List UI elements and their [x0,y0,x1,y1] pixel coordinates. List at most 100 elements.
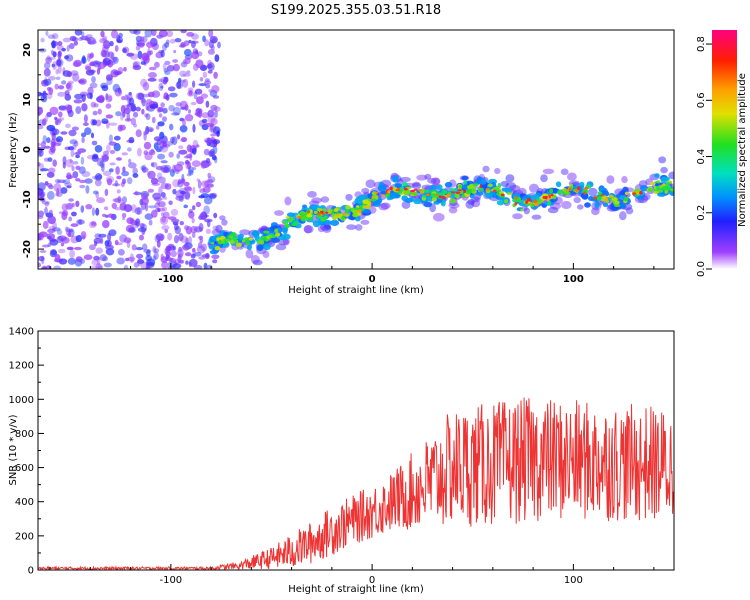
spectrogram-ridge-cell [211,229,222,236]
spectrogram-noise-cell [162,116,167,122]
spectrogram-noise-cell [195,201,202,208]
spectrogram-ridge-cell [263,236,267,240]
spectrogram-noise-cell [61,80,67,85]
spectrogram-ridge-cell [245,241,250,245]
spectrogram-noise-cell [61,47,66,52]
spectrogram-noise-cell [211,156,217,161]
spectrogram-noise-cell [56,187,60,197]
spectrogram-noise-cell [140,53,149,62]
spectrogram-noise-cell [157,176,166,184]
spectrogram-noise-cell [167,86,176,92]
spectrogram-ridge-cell [250,255,260,264]
spectrogram-ridge-cell [230,232,237,237]
spectrogram-noise-cell [161,192,166,198]
spectrogram-noise-cell [105,175,115,183]
spectrogram-noise-cell [180,178,185,185]
colorbar: 0.0 0.2 0.4 0.6 0.8 Normalized spectral ampl… [696,30,748,277]
spectrogram-noise-cell [56,229,63,236]
spectrogram-noise-cell [54,254,61,263]
spectrogram-ridge-cell [525,200,529,204]
spectrogram-noise-cell [122,48,127,53]
spectrogram-noise-cell [164,247,171,256]
spectrogram-noise-cell [79,179,86,184]
spectrogram-noise-cell [179,221,184,226]
spectrogram-noise-cell [145,113,151,121]
spectrogram-noise-cell [179,259,185,264]
spectrogram-noise-cell [73,140,79,147]
spectrogram-noise-cell [115,166,120,175]
spectrogram-ridge-cell [427,177,437,184]
spectrogram-noise-cell [152,246,157,253]
spectrogram-ridge-cell [381,194,386,197]
spectrogram-noise-cell [73,161,79,165]
spectrogram-ridge-cell [632,192,637,196]
spectrogram-noise-cell [144,30,153,38]
spectrogram-ridge-cell [455,191,461,194]
spectrogram-noise-cell [95,263,102,269]
spectrogram-noise-cell [160,212,165,217]
y-tick-label: 20 [22,43,33,57]
spectrogram-noise-cell [121,152,128,156]
spectrogram-noise-cell [212,145,218,155]
spectrogram-noise-cell [58,106,67,112]
spectrogram-ridge-cell [304,225,312,234]
spectrogram-noise-cell [155,165,164,171]
spectrogram-noise-cell [205,228,211,234]
spectrogram-noise-cell [44,145,51,149]
spectrogram-noise-cell [81,171,91,178]
spectrogram-ridge-cell [413,188,418,191]
spectrogram-noise-cell [149,103,159,109]
spectrogram-noise-cell [217,41,221,49]
spectrogram-noise-cell [153,251,159,260]
spectrogram-noise-cell [207,70,213,74]
spectrogram-noise-cell [85,66,92,71]
spectrogram-noise-cell [65,123,71,129]
spectrogram-ridge-cell [581,194,589,200]
spectrogram-noise-cell [101,213,107,218]
spectrogram-ridge-cell [461,175,469,181]
spectrogram-noise-cell [143,56,150,62]
spectrogram-noise-cell [145,265,150,269]
y-tick-label: -20 [22,240,33,258]
spectrogram-ridge-cell [431,197,437,202]
spectrogram-ridge-cell [274,228,279,233]
spectrogram-ridge-cell [346,224,357,230]
spectrogram-ridge-cell [592,196,598,200]
spectrogram-ridge-cell [355,224,363,231]
spectrogram-ridge-cell [620,202,626,209]
spectrogram-ridge-cell [330,219,340,226]
spectrogram-noise-cell [192,186,196,195]
spectrogram-noise-cell [200,160,207,169]
spectrogram-ridge-cell [506,192,513,196]
spectrogram-ridge-cell [588,187,598,197]
spectrogram-noise-cell [62,156,67,165]
spectrogram-noise-cell [141,108,145,115]
spectrogram-noise-cell [162,107,168,114]
y-tick-label: 1400 [9,327,34,338]
spectrogram-ridge-cell [271,237,280,243]
spectrogram-noise-cell [157,121,165,127]
spectrogram-noise-cell [105,248,115,256]
spectrogram-noise-cell [123,237,132,244]
spectrogram-noise-cell [91,140,98,146]
spectrogram-noise-cell [99,160,105,168]
spectrogram-noise-cell [38,231,48,238]
spectrogram-noise-cell [202,35,207,43]
spectrogram-ridge-cell [317,212,321,216]
spectrogram-noise-cell [97,62,102,71]
spectrogram-noise-cell [204,80,212,85]
spectrogram-noise-cell [172,188,177,195]
spectrogram-ridge-cell [229,235,233,239]
spectrogram-noise-cell [188,89,193,96]
snr-x-label: Height of straight line (km) [288,584,424,595]
spectrogram-noise-cell [47,57,56,60]
spectrogram-ridge-cell [606,175,615,184]
spectrogram-noise-cell [153,197,163,202]
spectrogram-ridge-cell [565,189,570,192]
spectrogram-noise-cell [144,213,153,220]
spectrogram-noise-cell [194,252,202,257]
spectrogram-ridge-cell [583,191,587,195]
spectrogram-noise-cell [38,124,44,130]
spectrogram-noise-cell [51,63,56,68]
spectrogram-noise-cell [45,30,49,36]
